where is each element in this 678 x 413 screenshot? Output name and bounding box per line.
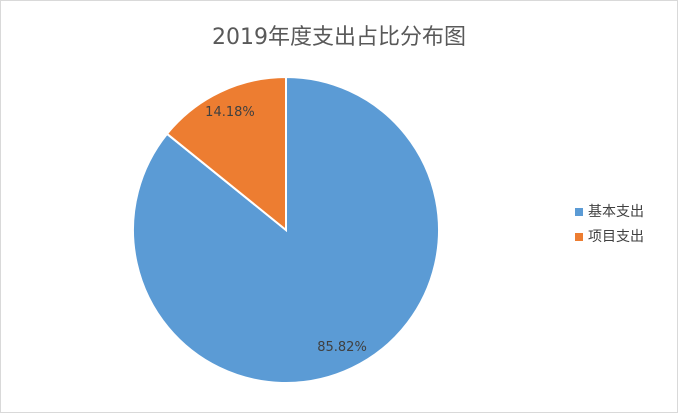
data-label: 85.82% (317, 340, 367, 355)
legend-swatch (575, 233, 583, 241)
legend-label: 项目支出 (588, 229, 644, 245)
legend-label: 基本支出 (588, 203, 644, 220)
data-label: 14.18% (205, 105, 255, 120)
legend-swatch (575, 208, 583, 216)
pie-slice (165, 75, 287, 233)
chart-title: 2019年度支出占比分布图 (212, 25, 466, 50)
